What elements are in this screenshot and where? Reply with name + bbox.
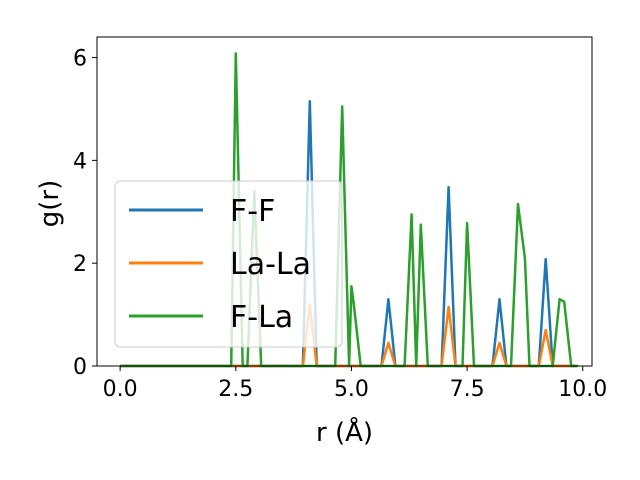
legend-box <box>114 180 343 348</box>
plot-frame <box>96 36 593 367</box>
y-tick-label: 6 <box>73 47 87 72</box>
y-axis-title: g(r) <box>35 180 65 227</box>
x-tick-label: 10.0 <box>558 377 607 402</box>
legend-label-f-la: F-La <box>230 300 293 335</box>
x-tick-label: 2.5 <box>218 377 253 402</box>
x-tick-label: 5.0 <box>334 377 369 402</box>
x-tick-label: 7.5 <box>450 377 485 402</box>
y-tick-label: 4 <box>73 149 87 174</box>
x-axis-ticks: 0.0 2.5 5.0 7.5 10.0 <box>103 366 607 402</box>
y-tick-label: 2 <box>73 252 87 277</box>
y-axis-ticks: 0 2 4 6 <box>73 47 97 380</box>
legend: F-F La-La F-La <box>114 180 343 348</box>
legend-label-f-f: F-F <box>230 194 275 229</box>
y-tick-label: 0 <box>73 355 87 380</box>
x-axis-title: r (Å) <box>316 416 373 448</box>
x-tick-label: 0.0 <box>103 377 138 402</box>
legend-label-la-la: La-La <box>230 247 311 282</box>
